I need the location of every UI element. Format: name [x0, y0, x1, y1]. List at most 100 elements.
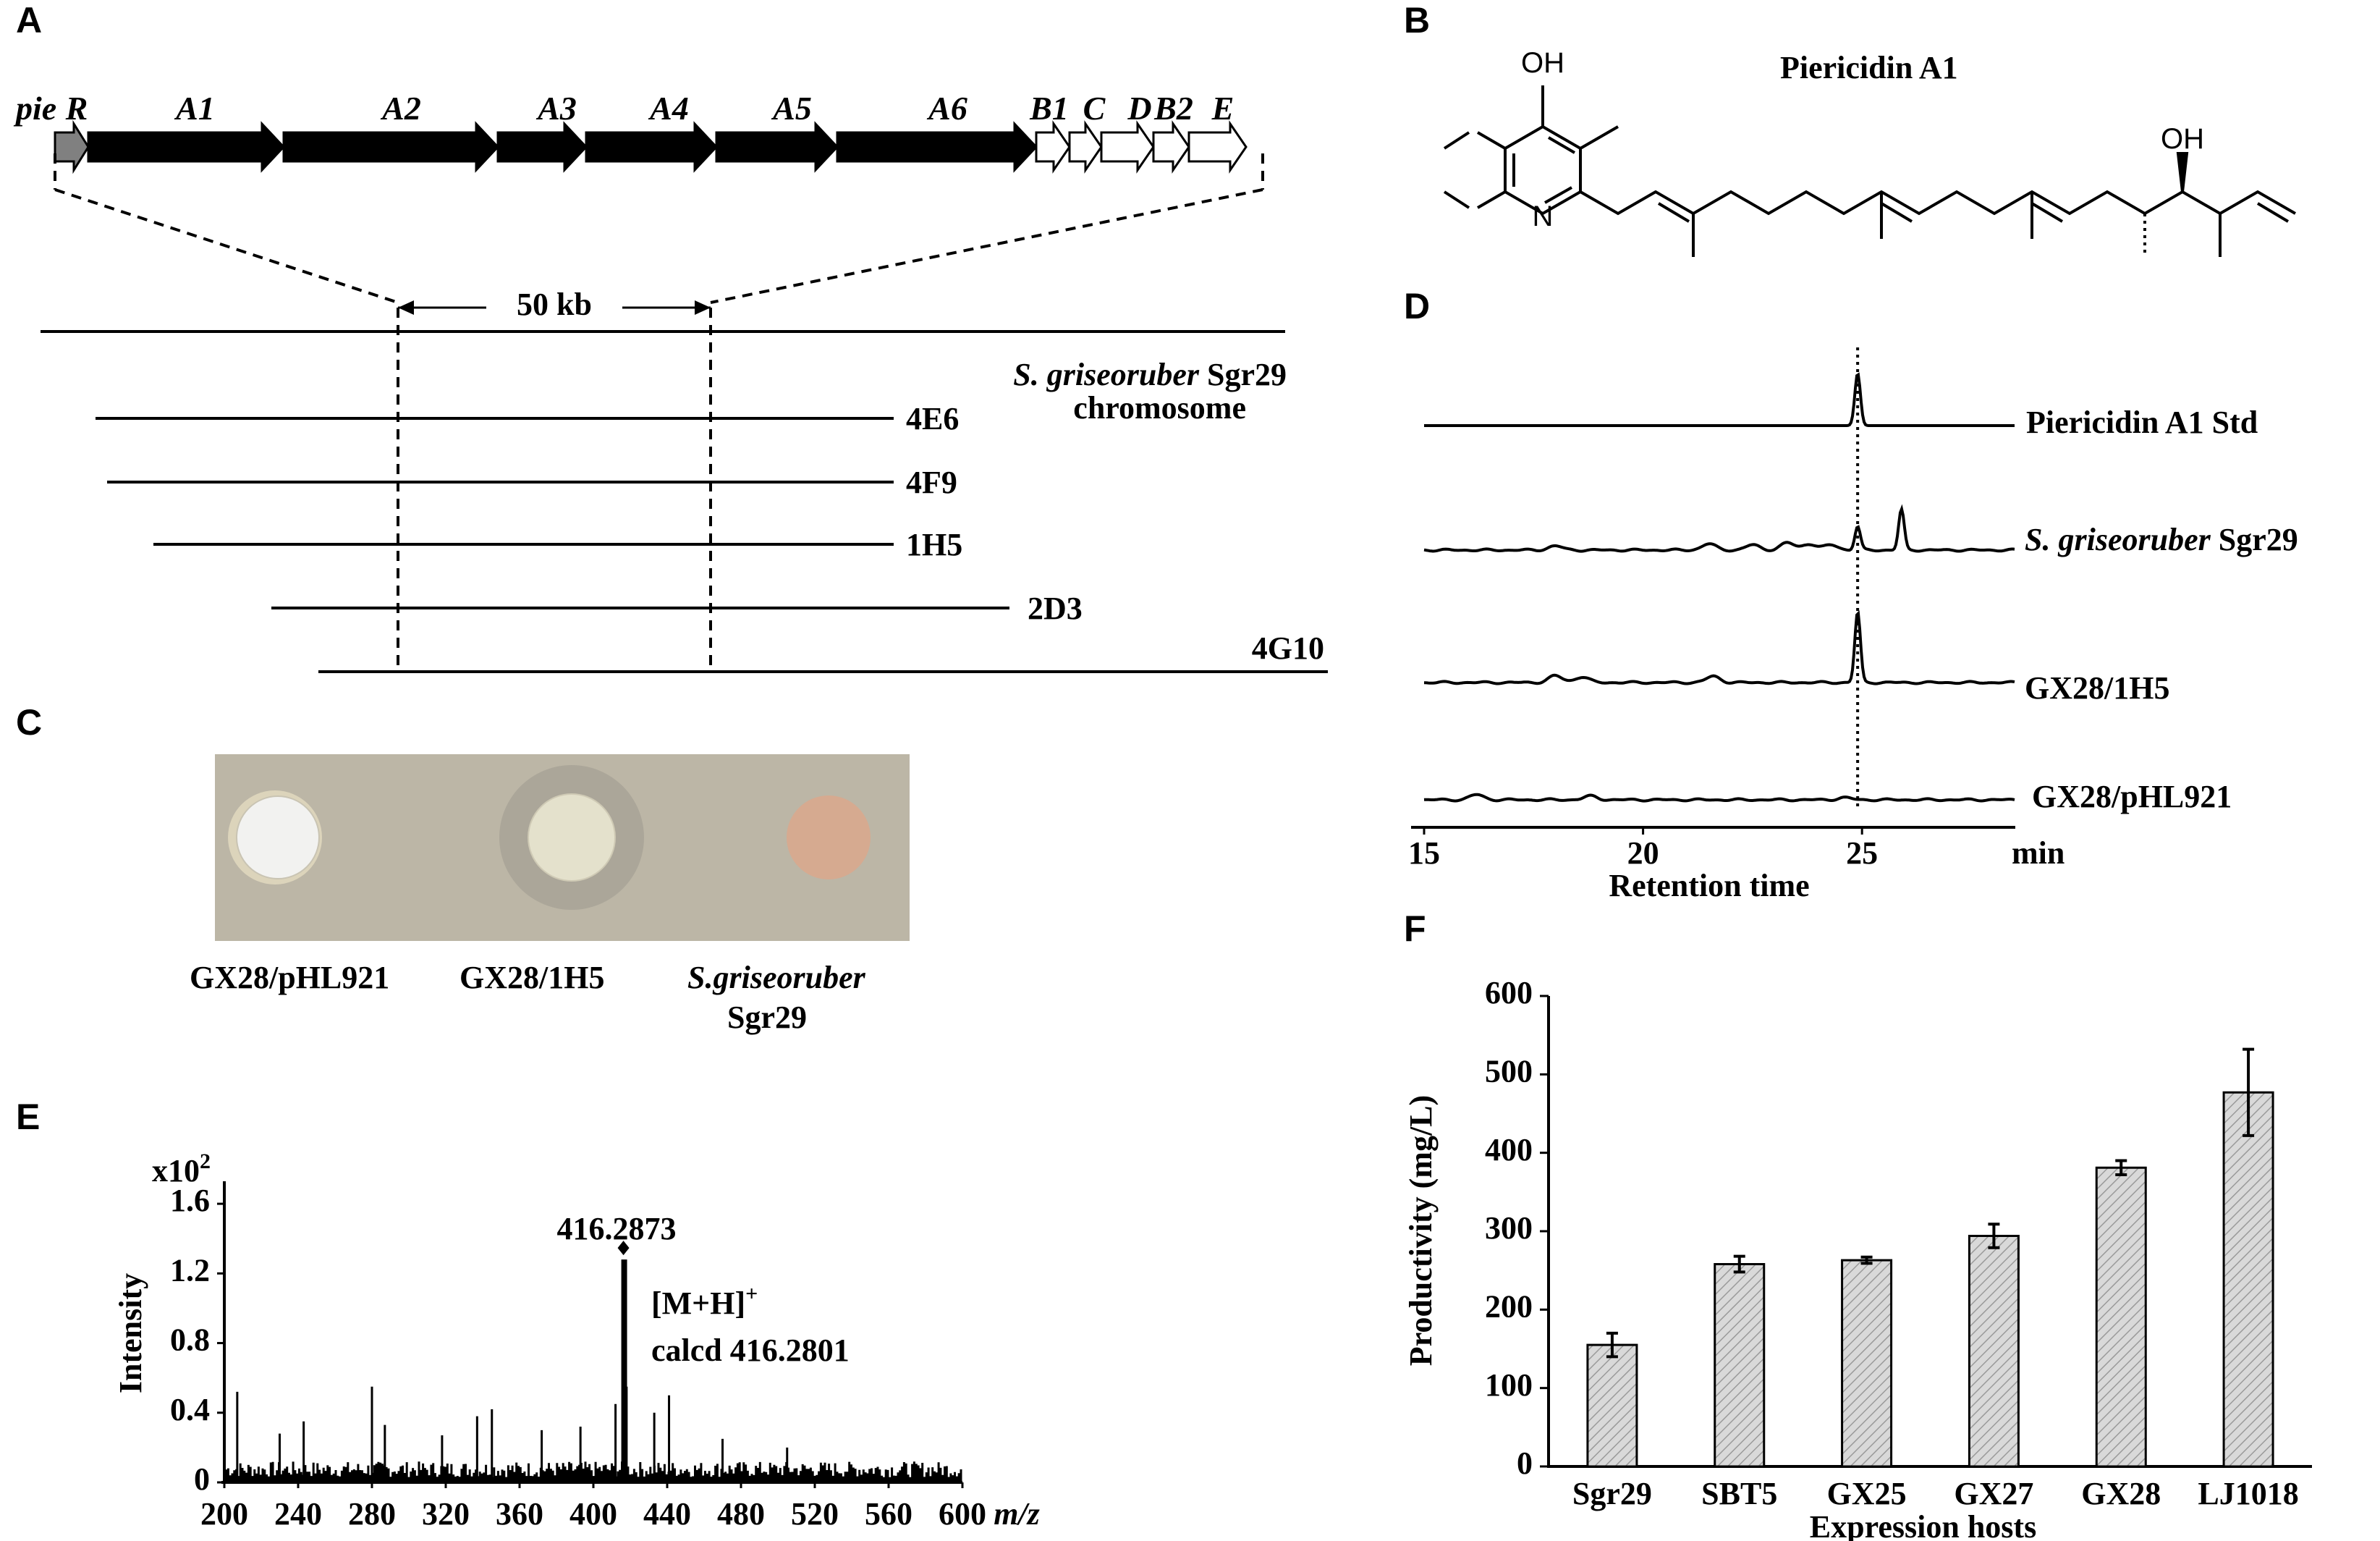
category-label-gx25: GX25	[1827, 1476, 1907, 1511]
gene-label-a2: A2	[380, 90, 421, 127]
x-tick-label-200: 200	[200, 1496, 248, 1532]
clone-label-2d3: 2D3	[1028, 591, 1083, 626]
gene-arrow-e	[1187, 120, 1248, 174]
gene-arrow-b1	[1035, 120, 1071, 174]
bar-sbt5	[1714, 1263, 1766, 1468]
gene-label-a3: A3	[535, 90, 577, 127]
calcd-annotation: calcd 416.2801	[651, 1333, 850, 1368]
gene-arrow-a4	[585, 121, 719, 173]
gene-arrow-r	[54, 119, 90, 174]
gene-label-d: D	[1127, 90, 1151, 127]
gene-label-a5: A5	[771, 90, 812, 127]
oh-wedge-bond	[2176, 152, 2189, 193]
plate-label-pHL921: GX28/pHL921	[190, 960, 389, 995]
x-tick-label-320: 320	[422, 1496, 470, 1532]
category-label-gx27: GX27	[1954, 1476, 2033, 1511]
atom-label-oh-ring: OH	[1521, 47, 1564, 79]
bond-ring-methyl	[1580, 125, 1619, 150]
panel-b-structure	[1443, 85, 2296, 257]
cluster-right-dashed-line	[710, 188, 1263, 304]
gene-label-r: R	[65, 90, 88, 127]
category-label-lj1018: LJ1018	[2198, 1476, 2298, 1511]
gene-label-a4: A4	[648, 90, 689, 127]
x-axis-unit: min	[2012, 835, 2064, 871]
y-tick-label-0.8: 0.8	[170, 1322, 210, 1358]
gene-label-b2: B2	[1153, 90, 1193, 127]
y-tick-label-400: 400	[1485, 1132, 1533, 1168]
bar-lj1018	[2222, 1091, 2274, 1468]
y-tick-label-500: 500	[1485, 1053, 1533, 1089]
bar-gx25	[1841, 1259, 1893, 1468]
chromosome-label: S. griseoruber Sgr29	[1013, 357, 1287, 392]
gene-arrow-b2	[1152, 120, 1190, 174]
y-tick-label-0.4: 0.4	[170, 1392, 210, 1427]
chromatogram-trace-1	[1424, 372, 2015, 427]
x-axis-title: Retention time	[1609, 868, 1809, 903]
x-tick-label-600: 600	[939, 1496, 986, 1532]
chromatogram-label-1: Piericidin A1 Std	[2026, 405, 2258, 440]
category-label-sbt5: SBT5	[1701, 1476, 1777, 1511]
y-tick-label-0: 0	[194, 1461, 210, 1497]
panel-d-chromatograms: Piericidin A1 Std S. griseoruber Sgr29 GX2…	[1408, 347, 2298, 903]
y-tick-label-100: 100	[1485, 1367, 1533, 1403]
y-tick-label-300: 300	[1485, 1210, 1533, 1246]
bar-gx27	[1968, 1235, 2020, 1468]
y-tick-label-0: 0	[1517, 1445, 1533, 1481]
atom-label-n: N	[1533, 200, 1554, 232]
panel-f-productivity-chart: 0 100 200 300 400 500 600 Productivity (mg/L) Sg…	[1403, 975, 2312, 1541]
x-tick-label-400: 400	[569, 1496, 617, 1532]
panel-label-c: C	[16, 702, 42, 743]
chromatogram-label-2: S. griseoruber Sgr29	[2025, 522, 2298, 557]
y-tick-label-600: 600	[1485, 975, 1533, 1010]
spectrum-main-peak	[621, 1259, 627, 1482]
x-axis-title: Expression hosts	[1810, 1509, 2036, 1541]
panel-a-gene-cluster: pie R A1 A2 A3 A4 A5 A6 B1 C D B2 E 50 kb S. griseo…	[13, 90, 1328, 673]
bond-methoxy-1a	[1476, 131, 1507, 150]
x-tick-label-560: 560	[865, 1496, 912, 1532]
panel-label-a: A	[16, 0, 42, 41]
distance-arrowhead-right	[695, 300, 711, 315]
chromatogram-trace-2	[1423, 504, 2015, 553]
chain-double-bond-3	[2030, 202, 2064, 223]
gene-arrow-a6	[836, 121, 1038, 173]
gene-label-b1: B1	[1029, 90, 1069, 127]
chromosome-word: chromosome	[1073, 390, 1246, 426]
chain-double-bond-4	[2256, 202, 2290, 223]
y-tick-label-1.6: 1.6	[170, 1183, 210, 1218]
gene-arrow-a2	[282, 121, 500, 173]
clone-label-4g10: 4G10	[1252, 630, 1324, 666]
panel-label-b: B	[1404, 0, 1430, 41]
gene-label-a1: A1	[174, 90, 215, 127]
plate-label-species: S.griseoruber	[687, 960, 866, 995]
distance-arrowhead-left	[398, 300, 414, 315]
gene-arrow-a5	[715, 121, 839, 173]
x-tick-label-280: 280	[348, 1496, 396, 1532]
ion-annotation: [M+H]+	[651, 1282, 758, 1321]
gene-arrow-a1	[87, 121, 286, 173]
panel-c-plate	[215, 754, 910, 941]
bar-gx28	[2095, 1166, 2147, 1468]
bar-sgr29	[1586, 1343, 1638, 1468]
y-multiplier: x102	[152, 1149, 211, 1189]
chain-double-bond-2	[1880, 202, 1913, 223]
main-peak-label: 416.2873	[557, 1211, 677, 1246]
chromatogram-trace-4	[1423, 793, 2015, 803]
clone-label-4f9: 4F9	[906, 465, 957, 500]
spectrum-noise-peaks	[225, 1461, 962, 1482]
x-tick-label-15: 15	[1408, 835, 1440, 871]
clone-label-4e6: 4E6	[906, 401, 959, 436]
x-tick-label-360: 360	[496, 1496, 543, 1532]
disc-1h5	[528, 793, 616, 882]
gene-label-a6: A6	[926, 90, 967, 127]
x-axis-title: m/z	[994, 1496, 1040, 1532]
main-peak-diamond-marker	[617, 1241, 630, 1256]
gene-arrow-d	[1100, 120, 1155, 174]
disc-pHL921	[236, 795, 320, 879]
clone-label-1h5: 1H5	[906, 527, 962, 562]
cluster-prefix-label: pie	[13, 90, 56, 127]
ring-double-bond-1	[1547, 136, 1576, 154]
x-tick-label-240: 240	[274, 1496, 322, 1532]
chain-double-bond-1	[1657, 202, 1690, 223]
x-tick-label-520: 520	[791, 1496, 839, 1532]
